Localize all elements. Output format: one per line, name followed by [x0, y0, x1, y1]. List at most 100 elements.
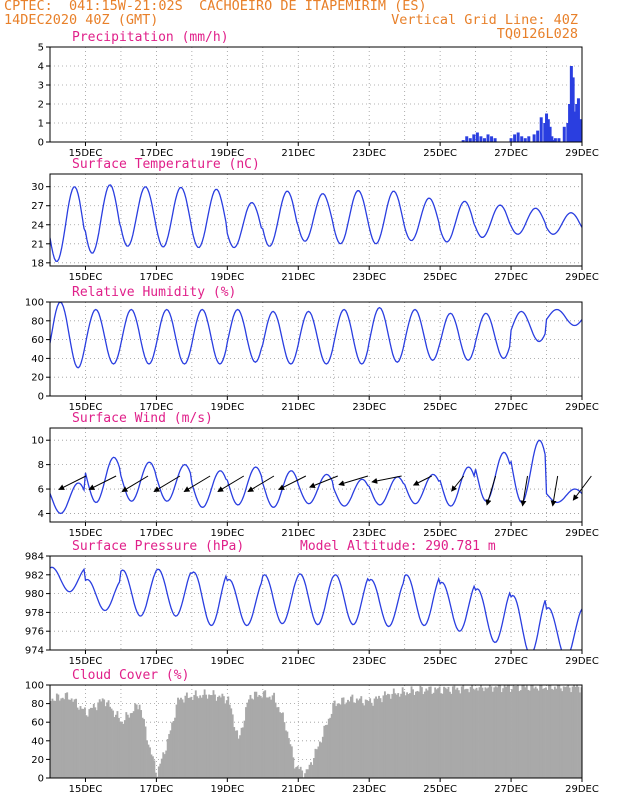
cloud-bar: [273, 692, 276, 778]
cloud-bar: [289, 744, 292, 778]
cloud-bar: [367, 700, 370, 778]
y-tick-label: 8: [38, 460, 44, 471]
cloud-bar: [409, 693, 411, 778]
cloud-bar: [117, 717, 120, 778]
x-tick-label: 29DEC: [565, 784, 599, 795]
y-tick-label: 40: [31, 354, 44, 365]
cloud-bar: [177, 697, 179, 778]
x-tick-label: 19DEC: [210, 656, 244, 667]
x-tick-label: 25DEC: [423, 528, 457, 539]
cloud-bar: [61, 697, 64, 778]
x-tick-label: 21DEC: [281, 528, 315, 539]
cloud-bar: [277, 707, 280, 778]
x-tick-label: 17DEC: [140, 148, 174, 159]
cloud-bar: [460, 686, 463, 778]
cloud-bar: [528, 690, 531, 778]
cloud-bar: [236, 730, 239, 778]
cloud-bar: [571, 686, 574, 778]
cloud-bar: [159, 763, 162, 778]
precip-bar: [509, 138, 513, 142]
x-tick-label: 23DEC: [352, 656, 386, 667]
x-tick-label: 21DEC: [281, 272, 315, 283]
cloud-bar: [282, 712, 284, 778]
cloud-bar: [172, 720, 175, 778]
cloud-bar: [474, 690, 476, 778]
cloud-bar: [437, 688, 440, 778]
cloud-bar: [134, 703, 137, 778]
cloud-bar: [463, 689, 466, 778]
cloud-bar: [307, 769, 310, 778]
cloud-bar: [221, 693, 224, 778]
precip-bar: [536, 130, 540, 142]
cloud-bar: [219, 697, 222, 778]
cloud-bar: [487, 687, 490, 778]
cloud-bar: [561, 691, 564, 778]
cloud-bar: [98, 699, 101, 778]
cloud-bar: [438, 686, 441, 778]
cloud-bar: [67, 699, 70, 778]
cloud-bar: [496, 687, 499, 778]
x-tick-label: 29DEC: [565, 148, 599, 159]
cloud-bar: [352, 702, 355, 778]
x-tick-label: 15DEC: [69, 402, 103, 413]
cloud-bar: [91, 707, 94, 778]
cloud-bar: [211, 695, 213, 778]
cloud-bar: [440, 693, 443, 778]
cloud-bar: [549, 685, 552, 778]
cloud-bar: [107, 700, 110, 778]
precip-bar: [562, 126, 566, 142]
cloud-bar: [298, 769, 301, 778]
cloud-bar: [552, 689, 555, 778]
cloud-bar: [450, 693, 453, 778]
precip-bar: [573, 111, 577, 142]
cloud-bar: [249, 694, 252, 778]
wind-line: [50, 439, 582, 515]
cloud-bar: [406, 692, 409, 778]
cloud-bar: [509, 691, 512, 778]
cloud-bar: [394, 693, 397, 778]
cloud-bar: [417, 691, 420, 778]
plot-frame: [49, 684, 583, 779]
x-tick-label: 25DEC: [423, 656, 457, 667]
cloud-bar: [140, 710, 143, 778]
wind-vector: [451, 475, 465, 492]
cloud-bar: [256, 696, 259, 778]
cloud-bar: [559, 688, 562, 778]
cloud-bar: [153, 760, 156, 778]
cloud-bar: [296, 766, 299, 778]
precip-bar: [539, 117, 543, 142]
y-tick-label: 80: [31, 699, 44, 710]
cloud-bar: [144, 726, 147, 778]
cloud-bar: [451, 686, 454, 778]
precip-bar: [472, 134, 476, 142]
panel-title: Precipitation (mm/h): [72, 30, 229, 45]
series-wind: [50, 439, 582, 515]
y-tick-label: 3: [38, 81, 44, 92]
cloud-bar: [357, 700, 360, 778]
panel-title: Surface Wind (m/s): [72, 411, 213, 426]
cloud-bar: [360, 696, 363, 778]
cloud-bar: [216, 696, 219, 778]
cloud-bar: [555, 688, 558, 778]
y-tick-label: 30: [31, 182, 44, 193]
cloud-bar: [290, 746, 293, 778]
cloud-bar: [313, 758, 315, 778]
cloud-bar: [556, 685, 559, 778]
cloud-bar: [320, 742, 323, 778]
cloud-bar: [52, 700, 55, 778]
x-tick-label: 21DEC: [281, 656, 315, 667]
precip-bar: [461, 140, 465, 142]
y-tick-label: 20: [31, 373, 44, 384]
cloud-bar: [385, 695, 388, 778]
cloud-bar: [327, 718, 330, 778]
x-tick-label: 19DEC: [210, 784, 244, 795]
cloud-bar: [558, 685, 561, 778]
cloud-bar: [351, 694, 354, 778]
x-tick-label: 15DEC: [69, 272, 103, 283]
cloud-bar: [258, 695, 261, 778]
cloud-bar: [316, 749, 318, 778]
precip-bar: [575, 104, 579, 142]
cloud-bar: [196, 696, 199, 778]
cloud-bar: [435, 689, 438, 778]
cloud-bar: [373, 698, 376, 778]
